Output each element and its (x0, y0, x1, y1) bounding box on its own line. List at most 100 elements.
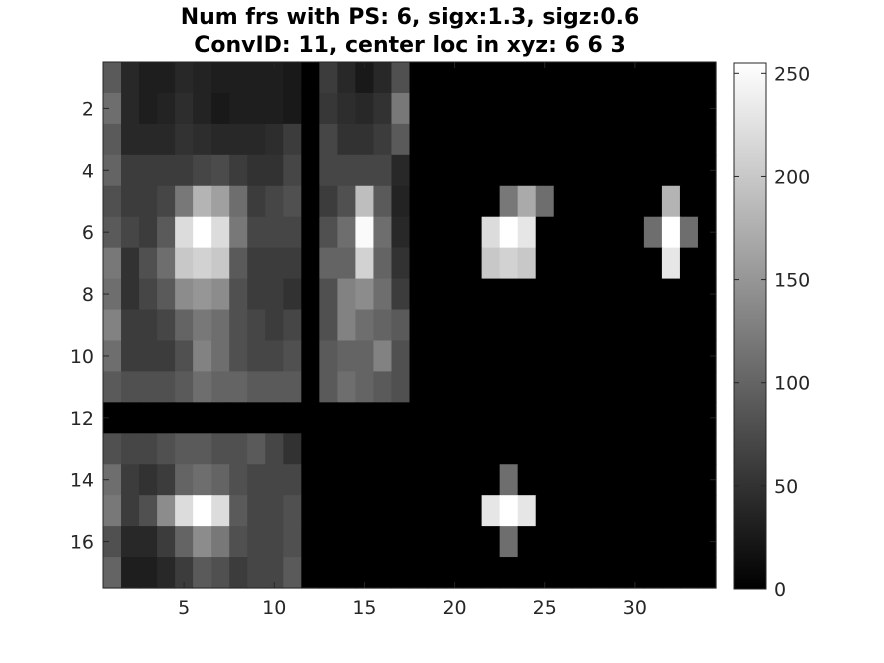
heatmap-cell (391, 371, 411, 403)
heatmap-cell (607, 371, 627, 403)
colorbar-tick-label: 200 (774, 166, 810, 188)
heatmap-cell (283, 278, 302, 311)
heatmap-cell (607, 464, 627, 496)
heatmap-cell (535, 526, 555, 558)
heatmap-cell (445, 185, 465, 218)
heatmap-cell (463, 216, 483, 249)
heatmap-cell (103, 526, 122, 558)
heatmap-cell (211, 495, 230, 527)
heatmap-cell (373, 526, 393, 558)
heatmap-cell (697, 92, 717, 125)
heatmap-cell (445, 278, 465, 311)
heatmap-cell (499, 92, 519, 125)
heatmap-cell (337, 557, 357, 589)
heatmap-cell (283, 154, 302, 187)
heatmap-cell (481, 464, 501, 496)
y-tick-label: 14 (70, 470, 94, 492)
heatmap-cell (175, 526, 194, 558)
heatmap-cell (121, 495, 140, 527)
heatmap-cell (265, 123, 284, 156)
heatmap-cell (373, 123, 393, 156)
heatmap-cell (103, 185, 122, 218)
heatmap-cell (229, 309, 248, 342)
heatmap-cell (607, 92, 627, 125)
heatmap-cell (193, 216, 212, 249)
heatmap-cell (139, 402, 158, 434)
heatmap-cell (697, 495, 717, 527)
heatmap-cell (661, 123, 681, 156)
heatmap-cell (625, 371, 645, 403)
heatmap-cell (103, 92, 122, 125)
heatmap-cell (553, 154, 573, 187)
heatmap-cell (229, 371, 248, 403)
heatmap-cell (661, 340, 681, 373)
heatmap-cell (337, 309, 357, 342)
heatmap-cell (247, 247, 266, 280)
heatmap-cell (517, 557, 537, 589)
heatmap-cell (409, 154, 429, 187)
heatmap-cell (427, 371, 447, 403)
heatmap-cell (301, 62, 320, 94)
axis-ticks: 5 10 15 20 25 30 2 4 6 8 10 12 14 16 (70, 62, 716, 619)
heatmap-cell (337, 278, 357, 311)
heatmap-cell (589, 309, 609, 342)
heatmap-cell (625, 278, 645, 311)
heatmap-cell (445, 340, 465, 373)
heatmap-cell (103, 247, 122, 280)
heatmap-cell (607, 154, 627, 187)
heatmap-cell (247, 123, 266, 156)
heatmap-cell (643, 154, 663, 187)
heatmap-cell (211, 309, 230, 342)
heatmap-cell (481, 340, 501, 373)
heatmap-cell (121, 309, 140, 342)
heatmap-cell (121, 433, 140, 465)
heatmap-cell (139, 433, 158, 465)
heatmap-cell (175, 216, 194, 249)
heatmap-cell (373, 371, 393, 403)
heatmap-cell (193, 402, 212, 434)
heatmap-cell (139, 154, 158, 187)
heatmap-cell (139, 247, 158, 280)
heatmap-cell (679, 557, 699, 589)
heatmap-cell (409, 402, 429, 434)
heatmap-cell (355, 247, 375, 280)
heatmap-cell (211, 92, 230, 125)
heatmap-cell (481, 123, 501, 156)
heatmap-cell (463, 185, 483, 218)
heatmap-cell (463, 402, 483, 434)
heatmap-cell (679, 340, 699, 373)
heatmap-cell (445, 557, 465, 589)
heatmap-cell (553, 433, 573, 465)
heatmap-cell (661, 62, 681, 94)
heatmap-cell (409, 185, 429, 218)
heatmap-cell (265, 371, 284, 403)
heatmap-cell (355, 340, 375, 373)
heatmap-cell (553, 216, 573, 249)
heatmap-cell (229, 433, 248, 465)
heatmap-cell (679, 402, 699, 434)
heatmap-cell (535, 62, 555, 94)
heatmap-cell (625, 154, 645, 187)
heatmap-cell (427, 464, 447, 496)
heatmap-cell (355, 309, 375, 342)
heatmap-cell (157, 495, 176, 527)
heatmap-cell (499, 123, 519, 156)
heatmap-cell (355, 154, 375, 187)
heatmap-cell (499, 216, 519, 249)
heatmap-cell (121, 278, 140, 311)
heatmap-cell (517, 278, 537, 311)
heatmap-cell (589, 464, 609, 496)
heatmap-cell (445, 464, 465, 496)
heatmap-cell (193, 123, 212, 156)
heatmap-cell (409, 526, 429, 558)
heatmap-cell (391, 216, 411, 249)
heatmap-cell (157, 62, 176, 94)
heatmap-cell (391, 402, 411, 434)
heatmap-cell (319, 62, 338, 94)
heatmap-cell (103, 340, 122, 373)
heatmap-cell (193, 62, 212, 94)
heatmap-cell (391, 464, 411, 496)
heatmap-cell (517, 62, 537, 94)
heatmap-cell (211, 216, 230, 249)
heatmap-cell (643, 309, 663, 342)
